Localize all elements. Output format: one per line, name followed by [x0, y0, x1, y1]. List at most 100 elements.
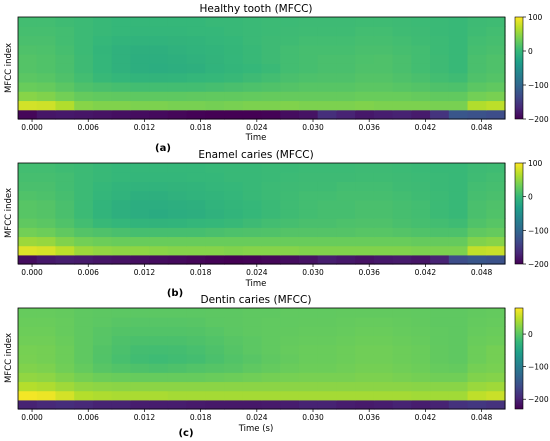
heatmap-dentin-caries [18, 308, 506, 410]
heatmap-cell [373, 381, 394, 392]
heatmap-cell [167, 54, 188, 64]
chart-title-a: Healthy tooth (MFCC) [199, 3, 312, 15]
heatmap-cell [242, 181, 263, 192]
heatmap-cell [430, 208, 450, 219]
heatmap-cell [448, 317, 469, 327]
heatmap-cell [448, 181, 469, 192]
heatmap-cell [467, 181, 487, 192]
colorbar-tick-label: 100 [528, 13, 543, 22]
heatmap-cell [55, 81, 75, 92]
heatmap-cell [36, 63, 57, 74]
heatmap-cell [336, 208, 356, 219]
heatmap-cell [336, 181, 356, 192]
heatmap-cell [149, 399, 169, 410]
heatmap-cell [130, 245, 150, 256]
heatmap-cell [261, 326, 281, 337]
heatmap-cell [430, 109, 450, 120]
heatmap-cell [92, 353, 113, 364]
heatmap-cell [242, 353, 263, 364]
heatmap-cell [55, 91, 75, 102]
heatmap-cell [411, 399, 431, 410]
heatmap-cell [373, 26, 394, 37]
heatmap-cell [373, 236, 394, 247]
heatmap-cell [111, 208, 131, 219]
heatmap-cell [392, 163, 412, 173]
heatmap-cell [448, 163, 469, 173]
heatmap-cell [55, 72, 75, 83]
heatmap-cell [186, 245, 206, 256]
x-tick-label: 0.036 [358, 268, 380, 277]
heatmap-cell [186, 17, 206, 27]
heatmap-cell [261, 344, 281, 355]
heatmap-cell [130, 372, 150, 383]
heatmap-cell [55, 63, 75, 74]
heatmap-cell [280, 227, 300, 238]
heatmap-cell [467, 363, 487, 373]
heatmap-cell [280, 91, 300, 102]
heatmap-cell [317, 399, 338, 410]
heatmap-cell [355, 208, 375, 219]
heatmap-cell [467, 381, 487, 392]
heatmap-cell [92, 190, 113, 201]
heatmap-cell [167, 44, 188, 55]
heatmap-cell [411, 317, 431, 327]
heatmap-cell [392, 245, 412, 256]
heatmap-cell [242, 308, 263, 318]
heatmap-cell [224, 335, 244, 346]
heatmap-cell [355, 308, 375, 318]
heatmap-cell [167, 181, 188, 192]
heatmap-cell [317, 172, 338, 182]
heatmap-cell [186, 163, 206, 173]
heatmap-cell [373, 199, 394, 210]
heatmap-cell [336, 72, 356, 83]
heatmap-cell [486, 91, 506, 102]
heatmap-cell [392, 63, 412, 74]
heatmap-cell [355, 335, 375, 346]
heatmap-cell [411, 44, 431, 55]
heatmap-cell [298, 199, 319, 210]
heatmap-cell [186, 44, 206, 55]
heatmap-cell [205, 17, 225, 27]
heatmap-cell [224, 218, 244, 228]
heatmap-cell [36, 190, 57, 201]
heatmap-cell [149, 308, 169, 318]
heatmap-cell [224, 181, 244, 192]
heatmap-cell [261, 208, 281, 219]
heatmap-cell [298, 335, 319, 346]
heatmap-cell [242, 100, 263, 111]
heatmap-cell [92, 35, 113, 46]
heatmap-cell [411, 72, 431, 83]
heatmap-cell [242, 254, 263, 265]
heatmap-cell [373, 91, 394, 102]
heatmap-cell [261, 254, 281, 265]
heatmap-cell [392, 317, 412, 327]
heatmap-cell [317, 100, 338, 111]
heatmap-cell [280, 335, 300, 346]
heatmap-cell [186, 236, 206, 247]
heatmap-cell [486, 163, 506, 173]
heatmap-cell [298, 399, 319, 410]
heatmap-cell [373, 317, 394, 327]
heatmap-cell [36, 399, 57, 410]
heatmap-cell [448, 335, 469, 346]
heatmap-cell [298, 218, 319, 228]
heatmap-cell [224, 381, 244, 392]
heatmap-cell [298, 163, 319, 173]
heatmap-cell [430, 308, 450, 318]
heatmap-cell [149, 172, 169, 182]
heatmap-cell [317, 372, 338, 383]
heatmap-cell [111, 100, 131, 111]
heatmap-cell [280, 63, 300, 74]
heatmap-cell [411, 236, 431, 247]
heatmap-cell [317, 109, 338, 120]
heatmap-cell [448, 245, 469, 256]
heatmap-cell [130, 91, 150, 102]
heatmap-cell [298, 308, 319, 318]
heatmap-cell [467, 308, 487, 318]
x-tick-label: 0.042 [415, 268, 437, 277]
heatmap-cell [448, 254, 469, 265]
heatmap-cell [111, 44, 131, 55]
heatmap-cell [186, 54, 206, 64]
heatmap-cell [486, 199, 506, 210]
heatmap-cell [224, 390, 244, 401]
